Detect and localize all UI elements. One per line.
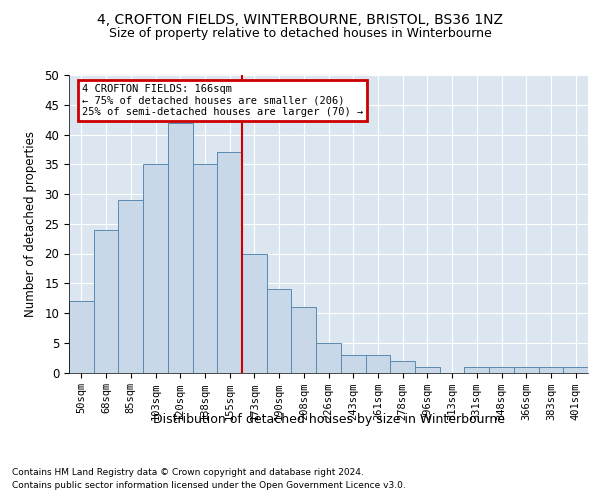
Bar [292, 307, 316, 372]
Bar [514, 366, 539, 372]
Bar [94, 230, 118, 372]
Bar [193, 164, 217, 372]
Text: Contains public sector information licensed under the Open Government Licence v3: Contains public sector information licen… [12, 480, 406, 490]
Bar [217, 152, 242, 372]
Bar [539, 366, 563, 372]
Text: 4, CROFTON FIELDS, WINTERBOURNE, BRISTOL, BS36 1NZ: 4, CROFTON FIELDS, WINTERBOURNE, BRISTOL… [97, 12, 503, 26]
Bar [563, 366, 588, 372]
Bar [168, 122, 193, 372]
Text: 4 CROFTON FIELDS: 166sqm
← 75% of detached houses are smaller (206)
25% of semi-: 4 CROFTON FIELDS: 166sqm ← 75% of detach… [82, 84, 363, 117]
Bar [390, 360, 415, 372]
Bar [489, 366, 514, 372]
Text: Distribution of detached houses by size in Winterbourne: Distribution of detached houses by size … [153, 412, 505, 426]
Y-axis label: Number of detached properties: Number of detached properties [25, 130, 37, 317]
Bar [464, 366, 489, 372]
Text: Size of property relative to detached houses in Winterbourne: Size of property relative to detached ho… [109, 28, 491, 40]
Bar [242, 254, 267, 372]
Bar [341, 354, 365, 372]
Bar [118, 200, 143, 372]
Text: Contains HM Land Registry data © Crown copyright and database right 2024.: Contains HM Land Registry data © Crown c… [12, 468, 364, 477]
Bar [316, 343, 341, 372]
Bar [365, 354, 390, 372]
Bar [267, 289, 292, 372]
Bar [69, 301, 94, 372]
Bar [143, 164, 168, 372]
Bar [415, 366, 440, 372]
